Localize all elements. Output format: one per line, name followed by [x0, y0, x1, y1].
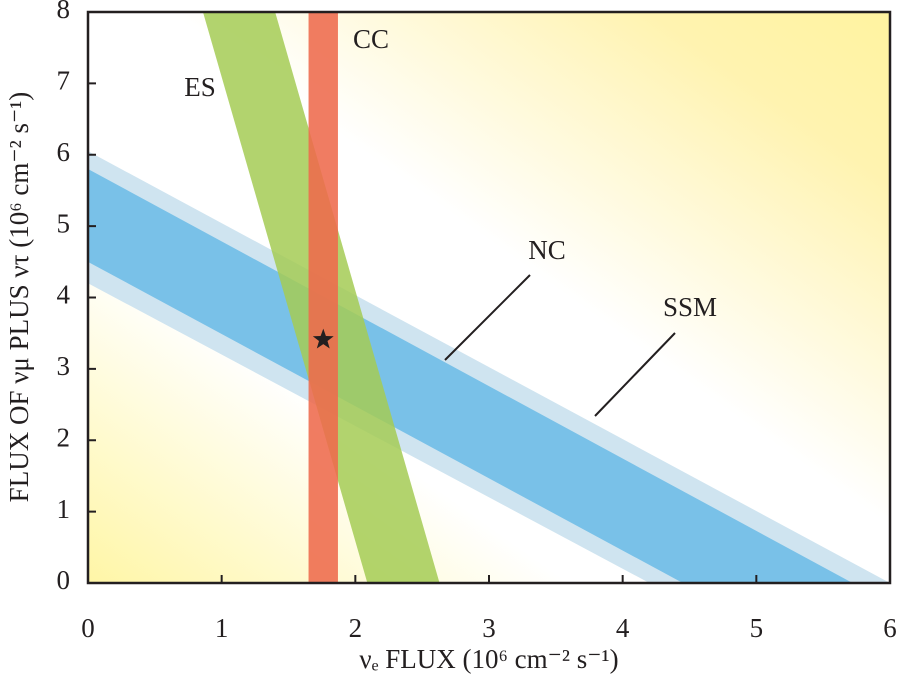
leader-line — [594, 332, 676, 417]
x-tick-label: 5 — [750, 613, 764, 643]
x-tick-label: 3 — [482, 613, 496, 643]
band-label: SSM — [663, 292, 717, 322]
y-tick-label: 5 — [57, 208, 71, 238]
x-tick-label: 4 — [616, 613, 630, 643]
data-point — [312, 328, 334, 349]
x-tick-label: 6 — [883, 613, 897, 643]
y-tick-label: 7 — [57, 66, 71, 96]
leader-line — [444, 274, 531, 361]
x-tick-label: 0 — [81, 613, 95, 643]
band-label: CC — [353, 24, 389, 54]
y-axis-label: FLUX OF νμ PLUS ντ (10⁶ cm⁻² s⁻¹) — [4, 92, 34, 503]
band-label: ES — [184, 72, 216, 102]
x-tick-label: 2 — [349, 613, 363, 643]
y-tick-label: 2 — [57, 422, 71, 452]
y-tick-label: 0 — [57, 565, 71, 595]
y-tick-label: 1 — [57, 494, 71, 524]
y-tick-label: 6 — [57, 137, 71, 167]
y-tick-label: 3 — [57, 351, 71, 381]
band — [308, 12, 338, 583]
y-tick-label: 8 — [57, 0, 71, 24]
y-tick-label: 4 — [57, 280, 71, 310]
plot-area — [88, 12, 890, 583]
x-axis-label: νₑ FLUX (10⁶ cm⁻² s⁻¹) — [359, 644, 618, 674]
band-label: NC — [528, 235, 566, 265]
x-tick-label: 1 — [215, 613, 229, 643]
plot-frame — [86, 10, 892, 585]
